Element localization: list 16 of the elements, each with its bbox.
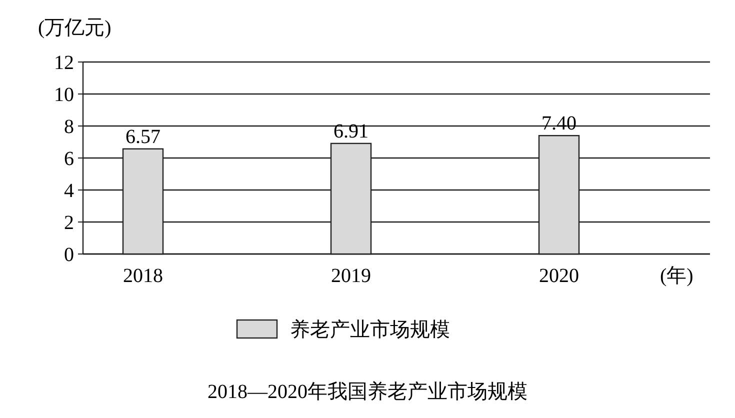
y-axis-title: (万亿元) [38,17,112,39]
x-tick-label: 2020 [539,265,579,287]
y-tick-label: 6 [64,148,74,170]
y-tick-label: 12 [54,52,74,74]
y-tick-label: 2 [64,212,74,234]
x-tick-label: 2019 [331,265,371,287]
y-tick-label: 8 [64,116,74,138]
y-tick-label: 4 [64,180,74,202]
data-label: 6.91 [334,120,368,142]
text: 2018—2020年我国养老产业市场规模 [208,381,528,403]
x-tick-label: 2018 [123,265,163,287]
x-axis-title: (年) [660,265,694,287]
y-tick-label: 0 [64,244,74,266]
y-tick-label: 10 [54,84,74,106]
legend-label: 养老产业市场规模 [290,319,450,341]
data-label: 6.57 [126,126,160,148]
